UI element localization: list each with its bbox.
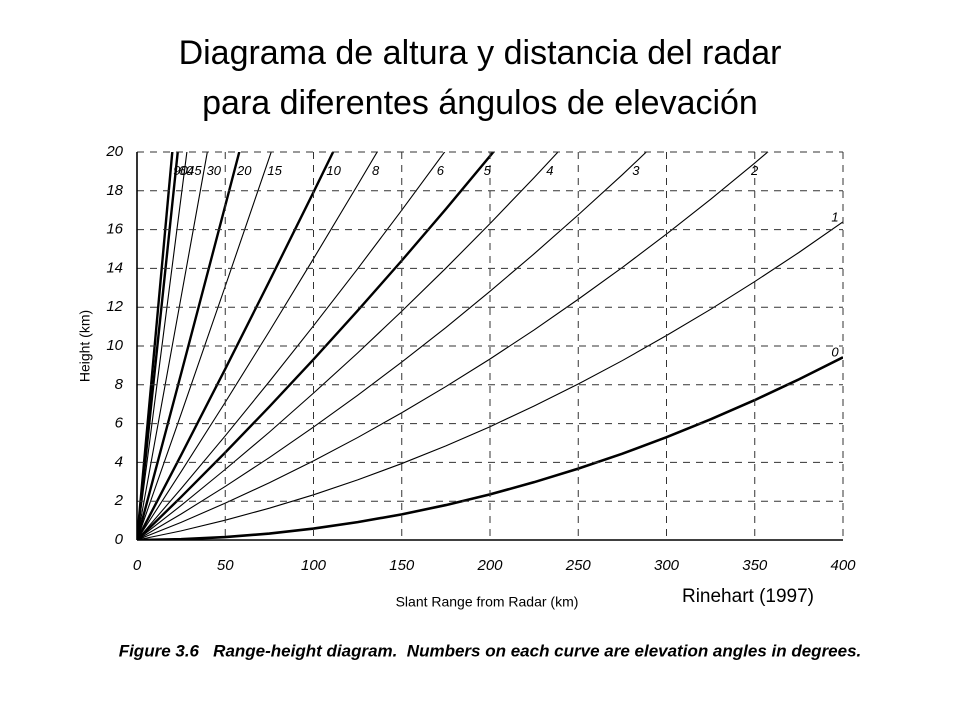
x-axis-label: Slant Range from Radar (km) (396, 594, 579, 610)
curve (137, 152, 335, 540)
curve (137, 152, 208, 540)
source: Rinehart (1997) (682, 586, 814, 607)
chart-subtitle: para diferentes ángulos de elevación (202, 84, 758, 122)
y-tick-label: 16 (106, 221, 123, 238)
curve-label: 0 (831, 345, 839, 360)
curve-label: 10 (326, 163, 341, 178)
curve (137, 152, 559, 540)
curve (137, 152, 378, 540)
curve (137, 152, 495, 540)
x-tick-label: 400 (830, 557, 856, 574)
curve (137, 152, 174, 540)
y-tick-label: 14 (106, 259, 123, 276)
curve-label: 20 (236, 163, 252, 178)
x-tick-label: 300 (654, 557, 680, 574)
curve-label: 60 (178, 163, 193, 178)
y-axis-label: Height (km) (77, 310, 93, 382)
caption: Figure 3.6 Range-height diagram. Numbers… (119, 641, 862, 660)
curve-label: 1 (831, 209, 838, 224)
x-tick-label: 200 (476, 557, 503, 574)
chart-title: Diagrama de altura y distancia del radar (179, 34, 782, 72)
plot-area (137, 152, 843, 540)
y-tick-label: 18 (106, 182, 123, 199)
curve (137, 152, 446, 540)
curve-label: 45 (187, 163, 202, 178)
y-tick-label: 0 (115, 531, 124, 548)
x-tick-label: 100 (301, 557, 327, 574)
y-tick-label: 20 (105, 143, 123, 160)
curve-label: 5 (484, 163, 492, 178)
curve-label: 3 (632, 163, 640, 178)
curve-label: 4 (546, 163, 553, 178)
curve-label: 2 (750, 163, 759, 178)
curve-label: 8 (372, 163, 380, 178)
y-tick-label: 10 (106, 337, 123, 354)
x-tick-label: 350 (742, 557, 768, 574)
y-tick-label: 6 (115, 415, 124, 432)
y-tick-label: 4 (115, 453, 123, 470)
curve (137, 152, 188, 540)
curve-label: 15 (267, 163, 282, 178)
y-tick-label: 2 (114, 492, 124, 509)
curve-label: 30 (207, 163, 222, 178)
y-tick-label: 12 (106, 298, 123, 315)
curve-label: 90 (173, 163, 188, 178)
curve-label: 6 (437, 163, 445, 178)
x-tick-label: 0 (133, 557, 142, 574)
curve (137, 152, 241, 540)
curve (137, 152, 769, 540)
x-tick-label: 150 (389, 557, 415, 574)
x-tick-label: 50 (217, 557, 234, 574)
x-tick-label: 250 (565, 557, 592, 574)
y-tick-label: 8 (115, 376, 124, 393)
